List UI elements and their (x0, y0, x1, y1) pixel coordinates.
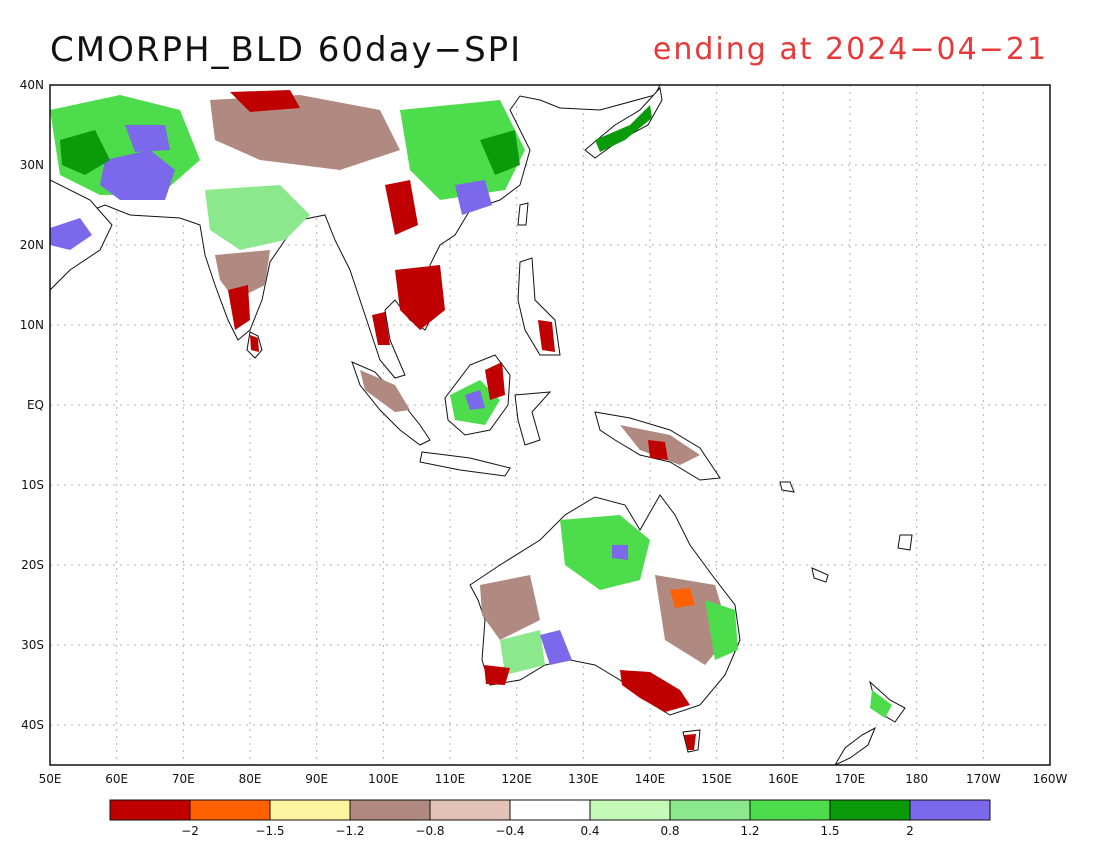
patch-tibet-brown (210, 95, 400, 170)
colorbar: −2 −1.5 −1.2 −0.8 −0.4 0.4 0.8 1.2 1.5 2 (109, 799, 991, 838)
colorbar-label: −0.4 (495, 824, 524, 838)
colorbar-swatch (269, 799, 351, 821)
patch-india-green (205, 185, 310, 250)
map-title: CMORPH_BLD 60day−SPI (50, 30, 523, 70)
colorbar-swatch (909, 799, 991, 821)
lon-tick-label: 90E (305, 772, 328, 786)
lat-tick-label: 40S (21, 718, 44, 732)
colorbar-label: −2 (181, 824, 199, 838)
lon-tick-label: 80E (239, 772, 262, 786)
patch-borneo-purple (465, 390, 485, 410)
patch-indochina-red (395, 265, 445, 330)
patch-aus-red-southeast (620, 670, 690, 712)
lon-axis-labels: 50E 60E 70E 80E 90E 100E 110E 120E 130E 140E 150E 1… (39, 772, 1068, 786)
sulawesi (514, 391, 552, 446)
lon-tick-label: 160W (1033, 772, 1068, 786)
patch-aus-purple-south (540, 630, 572, 665)
lon-tick-label: 170E (835, 772, 866, 786)
patch-purple-north (125, 125, 170, 152)
lon-tick-label: 170W (966, 772, 1001, 786)
patch-myanmar-red (385, 180, 418, 235)
patch-china-purple (455, 180, 492, 215)
colorbar-label: 0.4 (580, 824, 599, 838)
lon-tick-label: 150E (701, 772, 732, 786)
colorbar-label: 1.5 (820, 824, 839, 838)
patch-darkgreen-west (60, 130, 110, 175)
java (419, 451, 511, 477)
taiwan (517, 202, 529, 226)
lat-tick-label: 20N (20, 238, 44, 252)
patch-aus-purple-north (612, 545, 628, 560)
lat-axis-labels: 40N 30N 20N 10N EQ 10S 20S 30S 40S (20, 78, 44, 732)
patch-newguinea-red (648, 440, 668, 460)
patch-china-green2 (480, 130, 520, 175)
patch-central-asia-purple (100, 150, 175, 200)
patch-philippines-red (538, 320, 555, 352)
colorbar-label: 2 (906, 824, 914, 838)
spi-patches (50, 90, 892, 750)
colorbar-swatch (349, 799, 431, 821)
patch-nz-green (870, 690, 892, 718)
colorbar-swatch (829, 799, 911, 821)
lon-tick-label: 180 (905, 772, 928, 786)
patch-tibet-red (230, 90, 300, 112)
patch-malay-red (372, 312, 390, 345)
patch-borneo-red (485, 362, 505, 400)
patch-aus-green-east (705, 600, 738, 660)
lat-tick-label: 40N (20, 78, 44, 92)
colorbar-label: 1.2 (740, 824, 759, 838)
map-frame (49, 84, 1051, 766)
patch-arabia-purple (50, 218, 92, 250)
lon-tick-label: 160E (768, 772, 799, 786)
patch-sumatra-brown (360, 370, 410, 412)
lat-tick-label: 10S (21, 478, 44, 492)
patch-aus-brown-west (480, 575, 540, 640)
patch-india-brown (215, 250, 270, 300)
patch-aus-green-north (560, 515, 650, 590)
lon-tick-label: 60E (105, 772, 128, 786)
colorbar-swatch (429, 799, 511, 821)
lon-tick-label: 70E (172, 772, 195, 786)
patch-japan-green (595, 105, 652, 152)
lon-tick-label: 130E (568, 772, 599, 786)
colorbar-swatch (749, 799, 831, 821)
lat-tick-label: 30N (20, 158, 44, 172)
pacific-islands (779, 481, 913, 583)
colorbar-label: −1.2 (335, 824, 364, 838)
colorbar-swatch (509, 799, 591, 821)
patch-china-green (400, 100, 525, 200)
lon-tick-label: 120E (501, 772, 532, 786)
lat-tick-label: 10N (20, 318, 44, 332)
patch-aus-green-west (500, 630, 545, 675)
lon-tick-label: 140E (635, 772, 666, 786)
patch-srilanka-red (250, 335, 259, 352)
colorbar-swatch (109, 799, 191, 821)
colorbar-label: 0.8 (660, 824, 679, 838)
new-zealand (834, 680, 906, 765)
patch-aus-red-southwest (484, 665, 510, 685)
colorbar-swatch (589, 799, 671, 821)
colorbar-label: −0.8 (415, 824, 444, 838)
lon-tick-label: 100E (368, 772, 399, 786)
colorbar-swatch (669, 799, 751, 821)
lon-tick-label: 110E (435, 772, 466, 786)
patch-india-red (228, 285, 250, 330)
map-subtitle: ending at 2024−04−21 (652, 32, 1048, 67)
patch-aus-orange (670, 588, 695, 608)
colorbar-label: −1.5 (255, 824, 284, 838)
patch-tasmania-red (684, 734, 696, 750)
lat-tick-label: EQ (27, 398, 44, 412)
lat-tick-label: 30S (21, 638, 44, 652)
colorbar-swatch (189, 799, 271, 821)
lon-tick-label: 50E (39, 772, 62, 786)
lat-tick-label: 20S (21, 558, 44, 572)
